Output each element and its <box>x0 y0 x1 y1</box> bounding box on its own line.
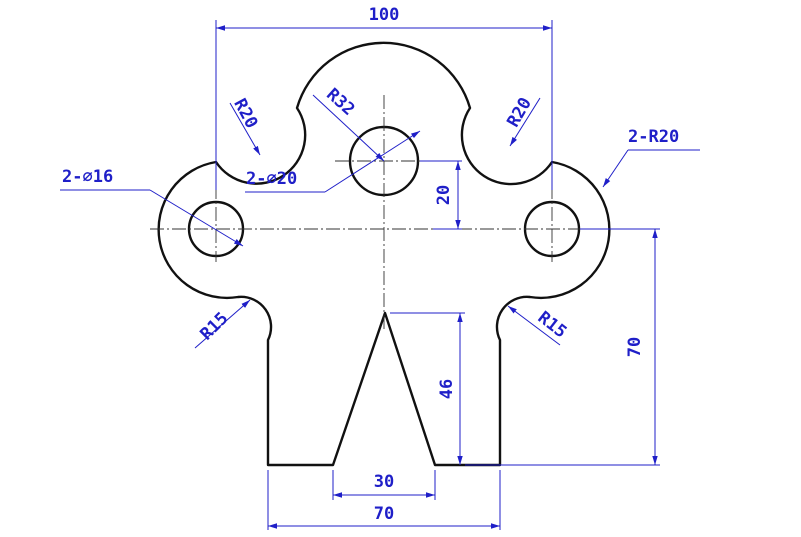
dim-hole-height-label: 70 <box>625 337 645 357</box>
dim-fillet-top-right-label: R20 <box>503 94 536 131</box>
leader-top-radius <box>312 94 385 162</box>
dim-fillet-bottom-right-label: R15 <box>534 308 571 343</box>
leader-fillet-bottom-left <box>194 299 251 349</box>
dim-slot-depth-label: 46 <box>437 379 457 399</box>
leader-top-hole <box>324 130 421 193</box>
dim-fillet-top-left-label: R20 <box>229 95 261 132</box>
dim-top-hole-offset-label: 20 <box>434 185 454 205</box>
leader-fillet-top-right <box>509 97 541 147</box>
dim-side-holes-label: 2-∅16 <box>62 167 113 187</box>
part-outline <box>157 41 611 467</box>
dim-top-hole-label: 2-∅20 <box>246 169 297 189</box>
leader-fillet-top-left <box>229 102 261 156</box>
dim-bottom-width-label: 70 <box>374 504 394 524</box>
dim-overall-width-label: 100 <box>369 5 400 25</box>
dim-slot-width-label: 30 <box>374 472 394 492</box>
dim-top-radius-label: R32 <box>322 85 358 120</box>
leader-side-holes <box>149 189 244 247</box>
leader-side-radius <box>602 149 629 188</box>
dim-side-radius-label: 2-R20 <box>628 127 679 147</box>
dim-fillet-bottom-left-label: R15 <box>197 309 233 345</box>
leader-fillet-bottom-right <box>507 305 561 346</box>
